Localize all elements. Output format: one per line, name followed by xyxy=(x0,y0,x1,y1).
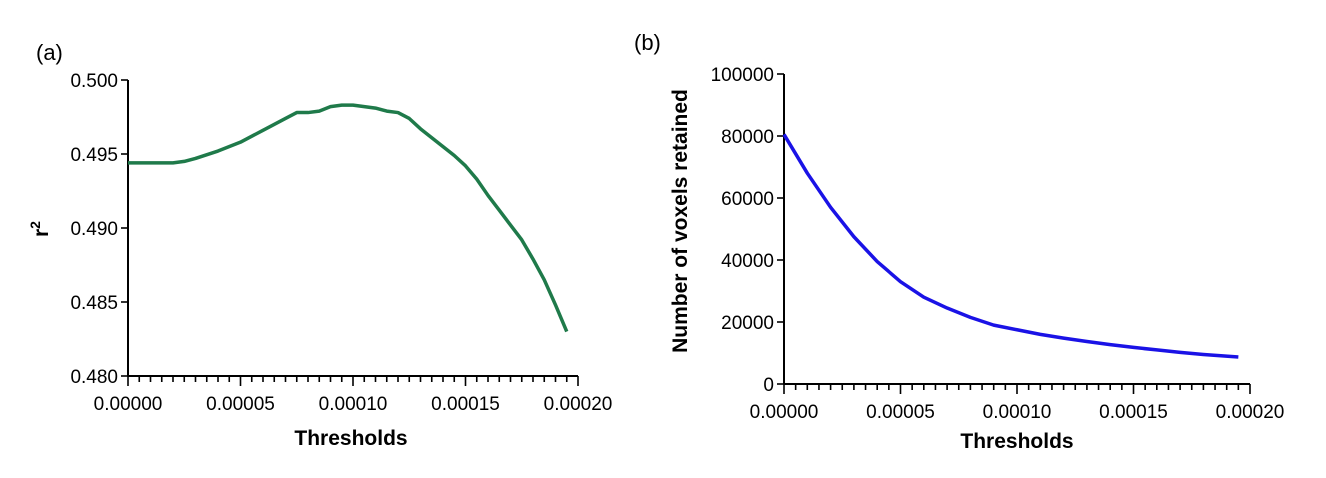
panel-a-y-axis-title: r2 xyxy=(27,221,53,237)
panel-a-x-tick-label: 0.00010 xyxy=(319,394,388,415)
panel-b-label: (b) xyxy=(634,30,661,55)
panel-a-x-tick-label: 0.00005 xyxy=(206,394,275,415)
panel-a-y-tick-label: 0.495 xyxy=(70,145,118,166)
panel-a-x-tick-label: 0.00015 xyxy=(431,394,500,415)
panel-a-x-tick-label: 0.00020 xyxy=(544,394,613,415)
panel-b-x-tick-label: 0.00020 xyxy=(1216,402,1285,423)
panel-b-series-line xyxy=(782,133,1239,359)
panel-b-y-axis-title: Number of voxels retained xyxy=(669,89,692,353)
panel-a-x-tick-label: 0.00000 xyxy=(94,394,163,415)
panel-b-x-tick-label: 0.00000 xyxy=(750,402,819,423)
panel-b-y-tick-label: 100000 xyxy=(711,65,774,86)
panel-b-x-axis-title: Thresholds xyxy=(960,430,1073,453)
panel-a-y-axis-title-superscript: 2 xyxy=(27,221,43,229)
panel-b-y-tick-label: 20000 xyxy=(721,313,774,334)
panel-b-x-tick-label: 0.00010 xyxy=(983,402,1052,423)
panel-b-y-tick-label: 0 xyxy=(763,375,774,396)
panel-b-y-tick-label: 40000 xyxy=(721,251,774,272)
panel-b-voxels-chart: (b) 0 20000 40000 60000 80000 100000 0.00000 0… xyxy=(634,30,1284,453)
panel-a-y-tick-label: 0.480 xyxy=(70,367,118,388)
panel-a-x-axis-title: Thresholds xyxy=(294,427,407,450)
panel-a-y-axis-title-base: r xyxy=(30,229,53,237)
panel-a-y-tick-label: 0.500 xyxy=(70,71,118,92)
panel-b-x-tick-label: 0.00015 xyxy=(1099,402,1168,423)
panel-a-y-tick-label: 0.490 xyxy=(70,219,118,240)
panel-a-label: (a) xyxy=(36,40,63,65)
panel-a-r-squared-chart: (a) 0.480 0.485 0.490 0.495 0.500 0.00000 0.0… xyxy=(27,40,612,450)
panel-a-y-tick-label: 0.485 xyxy=(70,293,118,314)
panel-b-y-tick-label: 80000 xyxy=(721,127,774,148)
panel-b-y-tick-label: 60000 xyxy=(721,189,774,210)
panel-b-x-tick-label: 0.00005 xyxy=(866,402,935,423)
panel-a-series-line xyxy=(128,103,569,333)
